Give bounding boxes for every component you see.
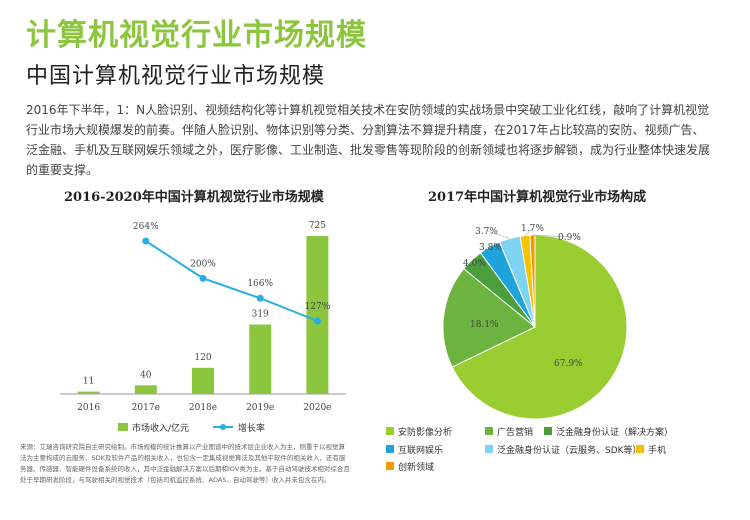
pie-slice-安防影像分析 xyxy=(451,234,628,420)
pie-slice-label: 4.0% xyxy=(463,259,486,269)
growth-rate-point xyxy=(256,294,264,302)
pie-legend-swatch xyxy=(485,427,493,435)
bar-2020e xyxy=(306,236,329,394)
x-tick-label: 2016 xyxy=(77,403,100,413)
intro-paragraph: 2016年下半年，1：N人脸识别、视频结构化等计算机视觉相关技术在安防领域的实战… xyxy=(26,103,711,177)
pie-legend-swatch xyxy=(485,445,493,453)
pie-leader-line xyxy=(486,230,510,239)
legend-label-growth: 增长率 xyxy=(238,422,265,434)
bar-2016 xyxy=(77,391,100,394)
pie-legend-label: 泛金融身份认证（解决方案） xyxy=(556,426,673,438)
growth-rate-line xyxy=(145,240,318,322)
pie-legend-swatch xyxy=(636,445,644,453)
pie-legend-label: 安防影像分析 xyxy=(398,426,452,438)
legend-swatch-growth-point xyxy=(220,424,226,430)
pie-legend-label: 泛金融身份认证（云服务、SDK等） xyxy=(497,444,642,456)
pie-legend-label: 手机 xyxy=(648,444,666,456)
pie-leader-line xyxy=(532,234,571,238)
pie-legend-swatch xyxy=(386,445,394,453)
pie-legend-swatch xyxy=(386,462,394,470)
pie-legend-label: 互联网娱乐 xyxy=(398,444,443,456)
main-title: 计算机视觉行业市场规模 xyxy=(26,18,367,53)
x-tick-label: 2020e xyxy=(303,403,331,413)
growth-rate-label: 127% xyxy=(305,302,331,312)
pie-slice-label: 18.1% xyxy=(470,320,499,330)
x-tick-label: 2019e xyxy=(246,403,274,413)
pie-slice-label: 0.9% xyxy=(558,233,581,243)
pie-slice-label: 1.7% xyxy=(521,224,544,234)
bar-value-label: 11 xyxy=(83,377,94,387)
bar-2017e xyxy=(134,385,157,394)
pie-legend-label: 广告营销 xyxy=(497,426,533,438)
bar-2019e xyxy=(249,324,272,394)
pie-slice-label: 3.7% xyxy=(475,227,498,237)
x-tick-label: 2018e xyxy=(189,403,217,413)
pie-slice-label: 3.8% xyxy=(479,243,502,253)
growth-rate-point xyxy=(199,274,207,282)
pie-slice-广告营销 xyxy=(442,268,536,368)
pie-leader-line xyxy=(524,227,534,236)
growth-rate-point xyxy=(142,237,150,245)
source-note: 来源：艾瑞咨询研究院自主研究绘制。市场规模的统计推算以产业图谱中的技术层企业收入… xyxy=(20,443,350,484)
legend-swatch-revenue xyxy=(118,423,128,431)
bar-chart-title: 2016-2020年中国计算机视觉行业市场规模 xyxy=(64,190,324,205)
legend-label-revenue: 市场收入/亿元 xyxy=(132,422,189,434)
pie-leader-line xyxy=(471,260,476,264)
bar-value-label: 120 xyxy=(194,353,211,363)
growth-rate-label: 200% xyxy=(190,259,216,269)
growth-rate-label: 166% xyxy=(247,279,273,289)
bar-2018e xyxy=(192,367,214,394)
pie-chart-title: 2017年中国计算机视觉行业市场构成 xyxy=(428,190,647,205)
bar-value-label: 319 xyxy=(252,309,269,319)
pie-legend-swatch xyxy=(544,427,552,435)
x-tick-label: 2017e xyxy=(132,403,160,413)
growth-rate-point xyxy=(313,317,321,325)
pie-slice-label: 67.9% xyxy=(554,359,583,369)
bar-value-label: 725 xyxy=(309,221,326,231)
pie-legend-swatch xyxy=(386,427,394,435)
bar-value-label: 40 xyxy=(140,370,152,380)
pie-legend-label: 创新领域 xyxy=(398,461,434,473)
growth-rate-label: 264% xyxy=(133,222,159,232)
sub-title: 中国计算机视觉行业市场规模 xyxy=(26,64,326,89)
